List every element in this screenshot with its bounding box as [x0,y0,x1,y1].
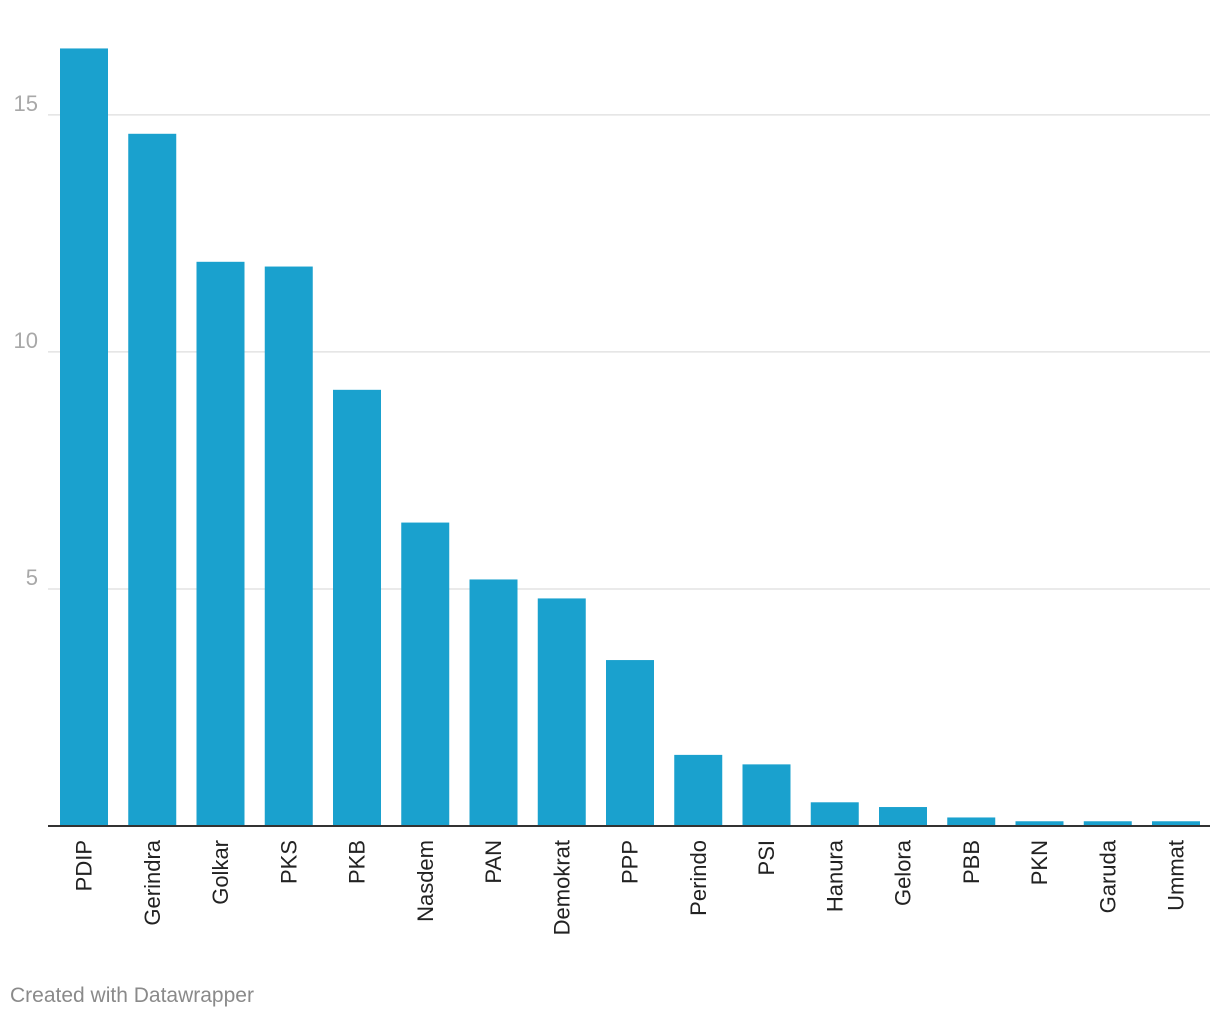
bar-chart: 5 10 15 PDIP Gerindra Golkar PKS PKB Nasdem PAN D… [14,48,1210,935]
x-tick-label: Hanura [822,839,847,912]
bar-hanura [810,802,859,826]
x-tick-label: PBB [959,840,984,884]
x-tick-label: Garuda [1095,839,1120,913]
x-tick-label: PDIP [72,840,97,891]
y-tick-label: 5 [26,565,38,590]
bar-perindo [674,754,723,826]
x-tick-label: PPP [618,840,643,884]
bar-demokrat [537,598,586,826]
bar-garuda [1083,821,1132,826]
bar-gelora [879,807,927,826]
x-tick-label: Golkar [208,840,233,905]
x-tick-label: Perindo [686,840,711,916]
x-tick-label: PKB [345,840,370,884]
bar-gerindra [128,133,177,827]
x-tick-label: Demokrat [549,840,574,935]
bar-pkb [333,389,381,826]
x-tick-label: PAN [481,840,506,884]
bar-pkn [1015,821,1064,826]
bar-ppp [606,660,654,826]
x-tick-label: Gelora [891,839,916,906]
bar-psi [742,764,791,826]
y-tick-label: 15 [14,91,38,116]
bars [60,48,1200,827]
x-tick-label: Gerindra [140,839,165,925]
bar-pan [469,579,518,826]
x-tick-labels: PDIP Gerindra Golkar PKS PKB Nasdem PAN Demokra… [72,839,1189,935]
bar-pdip [60,48,108,826]
x-tick-label: Ummat [1164,840,1189,911]
footer-credit: Created with Datawrapper [10,984,254,1007]
bar-nasdem [401,522,450,826]
x-tick-label: Nasdem [413,840,438,922]
x-tick-label: PSI [754,840,779,875]
x-tick-label: PKS [276,840,301,884]
x-tick-label: PKN [1027,840,1052,885]
bar-ummat [1152,821,1200,826]
bar-golkar [196,261,245,826]
bar-pbb [947,817,996,826]
gridlines: 5 10 15 [14,91,1210,590]
y-tick-label: 10 [14,328,38,353]
bar-pks [264,266,313,827]
